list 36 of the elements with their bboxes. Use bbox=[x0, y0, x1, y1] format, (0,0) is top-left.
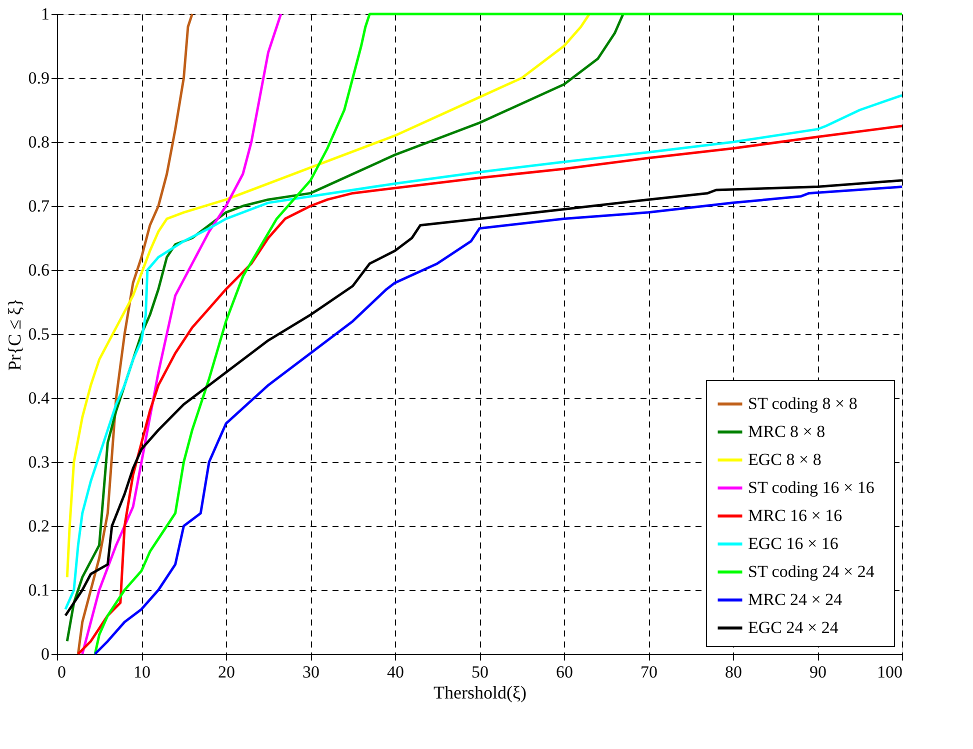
x-tick-label: 70 bbox=[640, 662, 658, 682]
line-series bbox=[76, 12, 194, 656]
line-series bbox=[66, 12, 591, 578]
y-tick-label: 0 bbox=[41, 644, 50, 664]
x-tick-label: 10 bbox=[134, 662, 150, 682]
x-tick-label: 40 bbox=[387, 662, 404, 682]
x-tick-label: 90 bbox=[810, 662, 826, 682]
legend-label: ST coding 8 × 8 bbox=[748, 394, 858, 413]
x-tick-label: 60 bbox=[556, 662, 573, 682]
y-axis-title: Pr{C ≤ ξ} bbox=[4, 298, 24, 371]
x-tick-label: 80 bbox=[725, 662, 742, 682]
legend-label: EGC 24 × 24 bbox=[748, 618, 839, 637]
x-tick-label: 100 bbox=[877, 662, 902, 682]
y-tick-label: 0.5 bbox=[28, 324, 50, 344]
y-tick-label: 0.1 bbox=[28, 580, 50, 600]
y-tick-label: 0.7 bbox=[28, 196, 50, 216]
legend-label: ST coding 16 × 16 bbox=[748, 478, 874, 497]
legend-label: EGC 8 × 8 bbox=[748, 450, 822, 469]
legend-label: ST coding 24 × 24 bbox=[748, 562, 875, 581]
y-tick-label: 0.8 bbox=[28, 132, 50, 152]
legend-label: MRC 8 × 8 bbox=[748, 422, 826, 441]
x-tick-label: 30 bbox=[302, 662, 320, 682]
legend-label: MRC 24 × 24 bbox=[748, 590, 843, 609]
legend-label: MRC 16 × 16 bbox=[748, 506, 842, 525]
legend-label: EGC 16 × 16 bbox=[748, 534, 838, 553]
x-tick-label: 20 bbox=[218, 662, 235, 682]
y-tick-label: 0.9 bbox=[28, 68, 50, 88]
x-axis-title: Thershold(ξ) bbox=[434, 682, 527, 702]
y-tick-label: 0.4 bbox=[28, 388, 50, 408]
y-tick-label: 0.2 bbox=[28, 516, 50, 536]
x-tick-label: 0 bbox=[58, 662, 66, 682]
line-series bbox=[81, 12, 282, 656]
y-tick-label: 0.6 bbox=[28, 260, 50, 280]
x-tick-label: 50 bbox=[472, 662, 488, 682]
y-tick-label: 0.3 bbox=[28, 452, 50, 472]
y-tick-label: 1 bbox=[41, 4, 50, 24]
